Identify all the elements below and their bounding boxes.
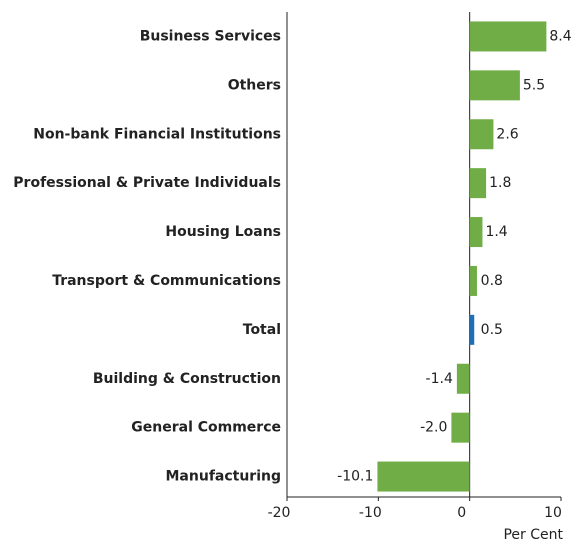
category-label: Transport & Communications	[52, 273, 281, 289]
category-label: General Commerce	[131, 420, 281, 436]
bar	[377, 461, 470, 492]
bar	[469, 21, 547, 52]
value-label: 0.8	[481, 273, 503, 289]
value-label: 1.4	[485, 224, 507, 240]
bar	[469, 119, 494, 150]
value-label: 0.5	[481, 322, 503, 338]
value-label: -1.4	[426, 371, 453, 387]
bar	[451, 412, 470, 443]
bar	[469, 217, 483, 248]
category-label: Total	[243, 322, 281, 338]
x-tick-label: 10	[544, 505, 562, 521]
bar	[469, 70, 520, 101]
value-label: 5.5	[523, 77, 545, 93]
category-label: Business Services	[140, 28, 281, 44]
value-label: 1.8	[489, 175, 511, 191]
category-label: Non-bank Financial Institutions	[33, 126, 281, 142]
bar	[456, 363, 470, 394]
x-tick-label: 0	[457, 505, 466, 521]
bar	[469, 314, 475, 345]
value-label: 8.4	[549, 28, 571, 44]
value-label: -2.0	[420, 420, 447, 436]
x-tick-label: -20	[268, 505, 291, 521]
bar	[469, 265, 477, 296]
bar	[469, 168, 487, 199]
category-label: Housing Loans	[165, 224, 281, 240]
x-tick-label: -10	[359, 505, 382, 521]
category-label: Others	[228, 77, 281, 93]
category-label: Professional & Private Individuals	[13, 175, 281, 191]
value-label: -10.1	[337, 469, 373, 485]
x-axis-label: Per Cent	[503, 527, 563, 543]
category-label: Building & Construction	[93, 371, 281, 387]
category-label: Manufacturing	[166, 469, 282, 485]
value-label: 2.6	[496, 126, 518, 142]
